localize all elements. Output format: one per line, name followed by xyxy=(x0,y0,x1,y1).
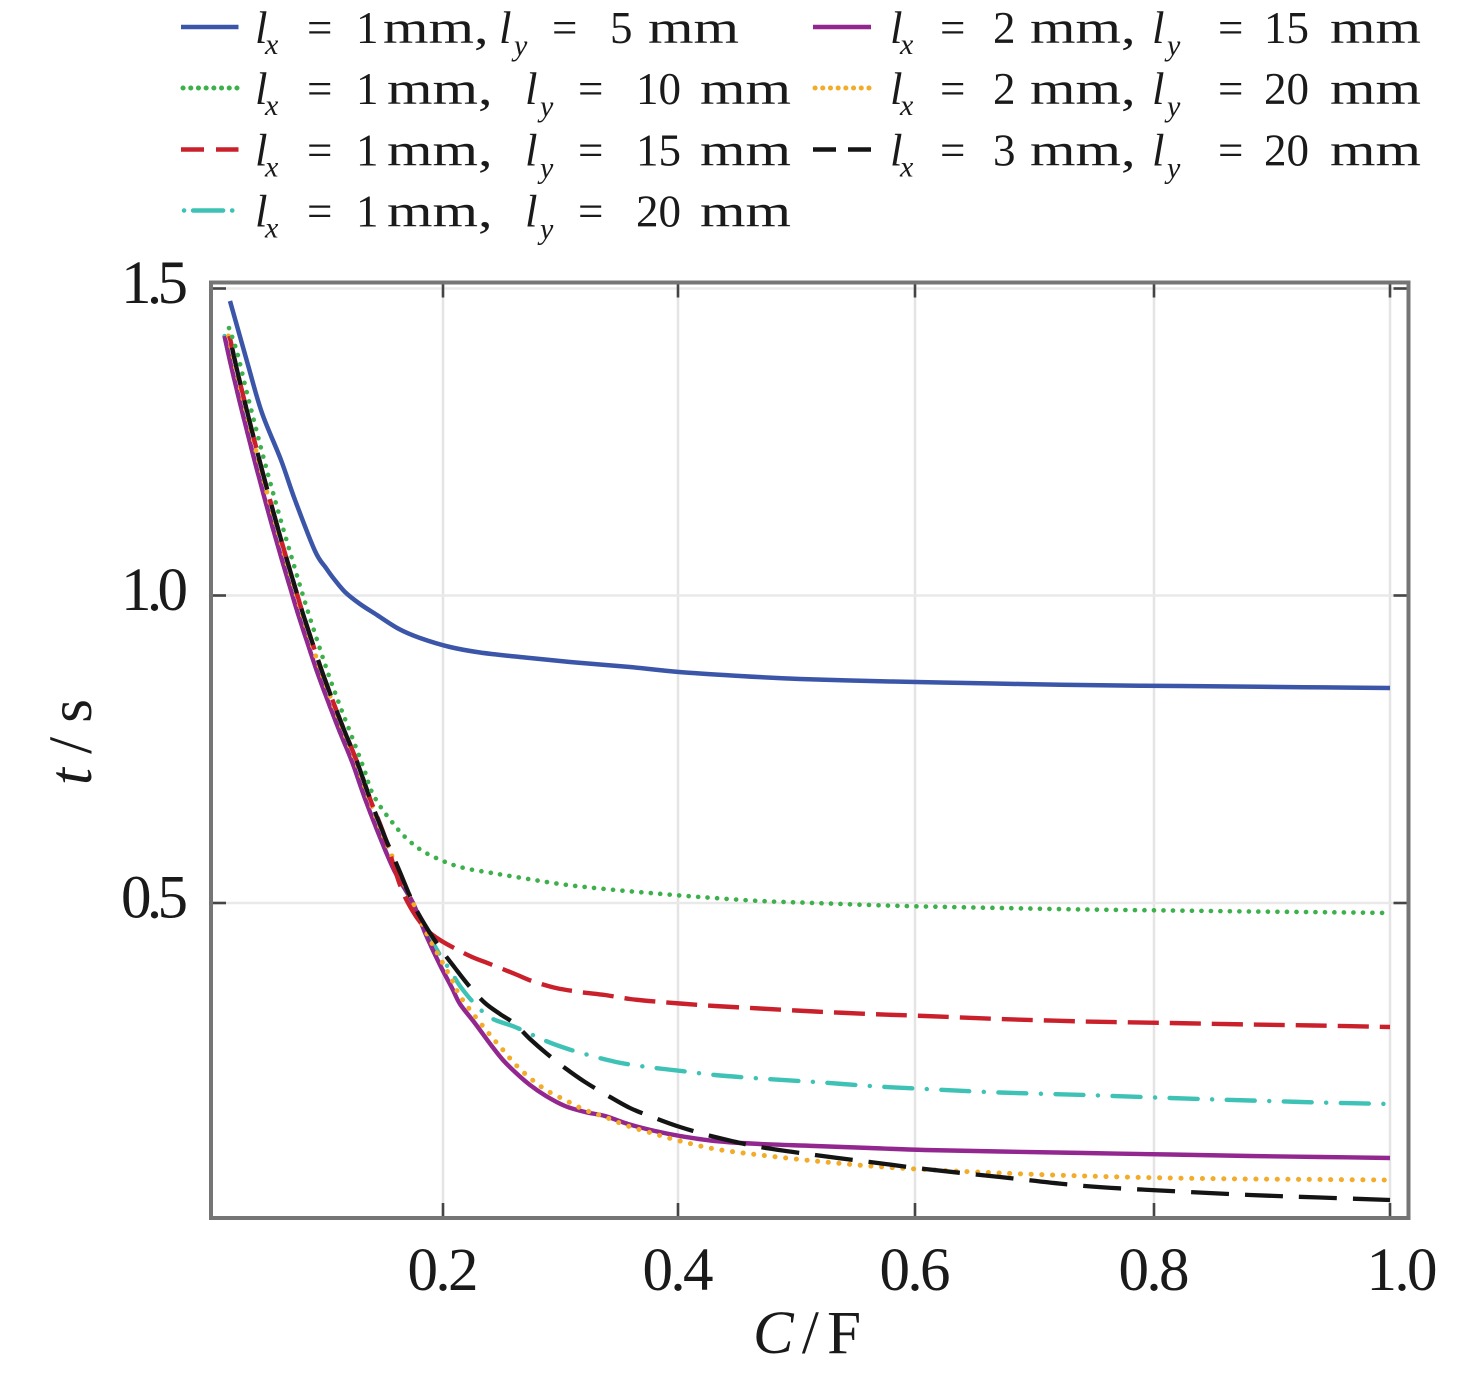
svg-text:mm: mm xyxy=(1330,4,1421,53)
svg-text:=: = xyxy=(1218,3,1243,53)
svg-text:=: = xyxy=(307,3,332,53)
svg-text:l: l xyxy=(255,187,268,237)
svg-text:=: = xyxy=(1218,126,1243,176)
svg-text:y: y xyxy=(511,29,528,62)
svg-text:l: l xyxy=(1152,126,1165,176)
svg-text:x: x xyxy=(899,28,914,61)
svg-text:1.0: 1.0 xyxy=(121,557,188,624)
svg-text:x: x xyxy=(264,151,279,184)
svg-text:5: 5 xyxy=(610,3,633,53)
svg-text:1.0: 1.0 xyxy=(1367,1237,1438,1304)
svg-text:20: 20 xyxy=(636,187,681,237)
svg-text:mm: mm xyxy=(1330,127,1421,176)
svg-text:y: y xyxy=(537,213,554,246)
svg-text:l: l xyxy=(255,64,268,114)
svg-text:C / F: C / F xyxy=(753,1300,861,1367)
svg-text:l: l xyxy=(890,64,903,114)
svg-text:l: l xyxy=(890,3,903,53)
svg-text:x: x xyxy=(264,212,279,245)
svg-text:1: 1 xyxy=(356,126,379,176)
svg-text:0.5: 0.5 xyxy=(121,865,188,932)
svg-text:=: = xyxy=(307,187,332,237)
svg-text:3: 3 xyxy=(993,126,1016,176)
svg-text:=: = xyxy=(578,187,603,237)
svg-text:20: 20 xyxy=(1264,126,1309,176)
svg-text:y: y xyxy=(537,152,554,185)
svg-text:t / s: t / s xyxy=(38,699,105,785)
svg-text:0.6: 0.6 xyxy=(880,1237,951,1304)
svg-text:1: 1 xyxy=(356,64,379,114)
svg-text:y: y xyxy=(1164,29,1181,62)
svg-text:l: l xyxy=(890,126,903,176)
svg-text:15: 15 xyxy=(636,126,681,176)
svg-text:mm,: mm, xyxy=(387,65,493,114)
svg-text:l: l xyxy=(525,64,538,114)
svg-text:y: y xyxy=(1164,152,1181,185)
svg-text:mm,: mm, xyxy=(1030,127,1136,176)
svg-text:l: l xyxy=(499,3,512,53)
svg-text:mm: mm xyxy=(700,188,791,237)
svg-text:x: x xyxy=(899,151,914,184)
svg-text:2: 2 xyxy=(993,64,1016,114)
svg-text:=: = xyxy=(552,3,577,53)
svg-text:mm,: mm, xyxy=(387,188,493,237)
svg-text:l: l xyxy=(255,3,268,53)
svg-text:x: x xyxy=(264,89,279,122)
svg-text:0.4: 0.4 xyxy=(643,1237,714,1304)
svg-text:=: = xyxy=(940,64,965,114)
svg-text:=: = xyxy=(307,64,332,114)
svg-text:mm: mm xyxy=(1330,65,1421,114)
svg-text:10: 10 xyxy=(636,64,681,114)
svg-text:mm,: mm, xyxy=(1030,4,1136,53)
svg-text:=: = xyxy=(307,126,332,176)
svg-text:mm: mm xyxy=(700,65,791,114)
svg-text:y: y xyxy=(1164,90,1181,123)
svg-text:=: = xyxy=(1218,64,1243,114)
svg-text:mm,: mm, xyxy=(387,127,493,176)
svg-text:=: = xyxy=(578,64,603,114)
svg-text:mm: mm xyxy=(700,127,791,176)
svg-text:mm,: mm, xyxy=(383,4,489,53)
svg-text:15: 15 xyxy=(1264,3,1309,53)
svg-text:1.5: 1.5 xyxy=(121,250,188,317)
svg-text:1: 1 xyxy=(356,3,379,53)
svg-text:0.8: 0.8 xyxy=(1119,1237,1190,1304)
svg-text:20: 20 xyxy=(1264,64,1309,114)
svg-text:=: = xyxy=(940,3,965,53)
svg-text:l: l xyxy=(1152,3,1165,53)
svg-text:l: l xyxy=(525,187,538,237)
svg-text:x: x xyxy=(264,28,279,61)
svg-text:0.2: 0.2 xyxy=(408,1237,479,1304)
svg-text:mm,: mm, xyxy=(1030,65,1136,114)
svg-text:=: = xyxy=(578,126,603,176)
svg-text:l: l xyxy=(1152,64,1165,114)
svg-text:2: 2 xyxy=(993,3,1016,53)
svg-text:l: l xyxy=(525,126,538,176)
svg-text:x: x xyxy=(899,89,914,122)
svg-text:mm: mm xyxy=(648,4,739,53)
svg-text:l: l xyxy=(255,126,268,176)
svg-text:=: = xyxy=(940,126,965,176)
svg-text:1: 1 xyxy=(356,187,379,237)
svg-text:y: y xyxy=(537,90,554,123)
